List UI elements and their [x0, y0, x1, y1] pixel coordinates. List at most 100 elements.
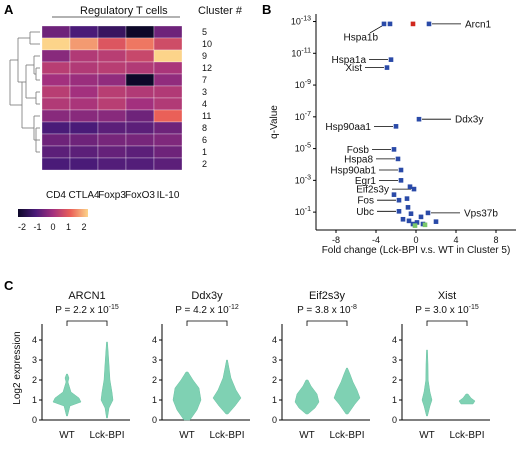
volcano-ytick-label: 10-9 — [295, 79, 311, 90]
heatmap-cell — [125, 25, 155, 39]
p-value: P = 4.2 x 10-12 — [175, 304, 239, 316]
volcano-point — [426, 21, 432, 27]
heatmap-cell — [153, 157, 183, 171]
heatmap-row-label: 9 — [202, 51, 207, 61]
volcano-point — [404, 196, 410, 201]
volcano-ytick-label: 10-7 — [295, 111, 311, 122]
violin-ytick-label: 3 — [152, 355, 157, 365]
heatmap-cell — [153, 61, 183, 75]
heatmap-cell — [41, 109, 71, 123]
heatmap-cell — [41, 145, 71, 159]
volcano-point — [410, 21, 416, 27]
volcano-ytick-exponent: -11 — [301, 47, 311, 54]
heatmap-cell — [69, 121, 99, 135]
volcano-point — [422, 222, 428, 228]
volcano-gene-label: Hspa1b — [344, 32, 379, 43]
violin-plot-xist: Xist P = 3.0 x 10-15 0 1 2 3 4 WT Lck-BPI — [392, 290, 490, 441]
volcano-point — [395, 156, 401, 162]
heatmap-cell — [69, 85, 99, 99]
violin-wt — [421, 349, 433, 417]
volcano-point — [425, 210, 431, 216]
volcano-point — [405, 205, 411, 210]
heatmap-cell — [69, 61, 99, 75]
volcano-point — [416, 116, 422, 122]
violin-title: ARCN1 — [68, 290, 105, 302]
volcano-ytick-label: 10-13 — [291, 16, 311, 27]
colorbar-ticks: -2 -1 0 1 2 — [18, 222, 87, 232]
violin-wt — [172, 371, 202, 421]
volcano-point — [408, 211, 414, 217]
heatmap-row-label: 4 — [202, 99, 207, 109]
heatmap-cell — [97, 157, 127, 171]
violin-group-label: WT — [59, 430, 75, 441]
violin-ytick-label: 3 — [392, 355, 397, 365]
heatmap-cell — [69, 157, 99, 171]
heatmap — [41, 25, 183, 171]
heatmap-cell — [153, 133, 183, 147]
heatmap-cell — [69, 145, 99, 159]
volcano-gene-label: Vps37b — [464, 208, 498, 219]
violin-lck-bpi — [458, 393, 476, 405]
volcano-point — [384, 65, 390, 70]
significance-bracket — [66, 320, 108, 326]
violin-ytick-label: 0 — [32, 415, 37, 425]
heatmap-cell — [41, 157, 71, 171]
p-value-mantissa: P = 2.2 x 10 — [55, 305, 109, 316]
violin-title: Eif2s3y — [309, 290, 346, 302]
heatmap-cell — [41, 49, 71, 63]
violin-ytick-label: 3 — [272, 355, 277, 365]
volcano-gene-label: Fos — [357, 196, 374, 207]
heatmap-cell — [125, 109, 155, 123]
violin-group-label: WT — [419, 430, 435, 441]
heatmap-cell — [125, 85, 155, 99]
panel-c-letter: C — [4, 278, 14, 293]
heatmap-cell — [153, 25, 183, 39]
volcano-point — [418, 214, 424, 220]
heatmap-row-label: 8 — [202, 123, 207, 133]
heatmap-cell — [125, 145, 155, 159]
violin-group-label: Lck-BPI — [329, 430, 364, 441]
volcano-gene-label: Xist — [345, 63, 362, 74]
heatmap-cell — [41, 121, 71, 135]
p-value-mantissa: P = 4.2 x 10 — [175, 305, 229, 316]
p-value-mantissa: P = 3.8 x 10 — [297, 305, 351, 316]
heatmap-cell — [97, 97, 127, 111]
volcano-ytick-exponent: -13 — [301, 16, 311, 23]
heatmap-cell — [125, 133, 155, 147]
heatmap-cell — [153, 73, 183, 87]
heatmap-cell — [153, 37, 183, 51]
heatmap-column-label: Foxp3 — [98, 190, 126, 201]
violin-ytick-label: 0 — [272, 415, 277, 425]
volcano-point — [396, 197, 402, 203]
significance-bracket — [426, 320, 468, 326]
violin-plot-eif2s3y: Eif2s3y P = 3.8 x 10-8 0 1 2 3 4 WT Lck-BPI — [272, 290, 370, 441]
p-value-exponent: -15 — [469, 304, 479, 311]
volcano-xtick-label: 8 — [493, 235, 498, 245]
heatmap-cell — [125, 61, 155, 75]
significance-bracket — [186, 320, 228, 326]
heatmap-cell — [153, 109, 183, 123]
violin-ytick-label: 4 — [32, 335, 37, 345]
heatmap-row-label: 12 — [202, 63, 212, 73]
volcano-ytick-base: 10 — [295, 112, 305, 122]
heatmap-cell — [125, 73, 155, 87]
volcano-leaders — [365, 23, 461, 214]
volcano-point — [387, 21, 393, 27]
violin-ytick-label: 2 — [32, 375, 37, 385]
heatmap-cell — [69, 25, 99, 39]
volcano-ytick-base: 10 — [295, 207, 305, 217]
heatmap-cell — [97, 49, 127, 63]
volcano-point — [414, 220, 420, 225]
volcano-gene-label: Ubc — [356, 207, 374, 218]
volcano-ylabel: q-Value — [269, 105, 280, 139]
volcano-gene-label: Ddx3y — [455, 115, 483, 126]
volcano-point — [412, 223, 418, 228]
violin-plot-arcn1: ARCN1 P = 2.2 x 10-15 0 1 2 3 4 WT Lck-BPI — [32, 290, 130, 441]
heatmap-cell — [41, 133, 71, 147]
heatmap-cell — [97, 109, 127, 123]
heatmap-column-label: CD4 — [46, 190, 66, 201]
volcano-ytick-base: 10 — [295, 144, 305, 154]
volcano-gene-labels: Arcn1Hspa1bHspa1aXistDdx3yHsp90aa1FosbHs… — [325, 19, 498, 219]
volcano-xtick-label: -8 — [332, 235, 340, 245]
